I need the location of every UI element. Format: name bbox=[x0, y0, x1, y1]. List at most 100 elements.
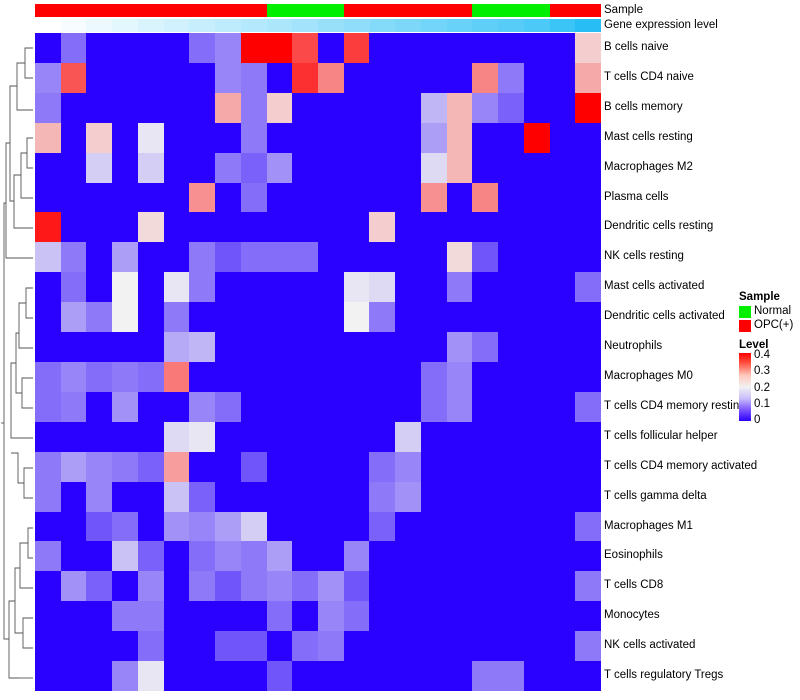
heatmap-cell bbox=[446, 242, 473, 273]
heatmap-cell bbox=[163, 481, 190, 512]
heatmap-cell bbox=[523, 33, 550, 63]
heatmap-cell bbox=[215, 302, 241, 333]
heatmap-cell bbox=[446, 571, 473, 602]
heatmap-cell bbox=[60, 661, 87, 691]
heatmap-cell bbox=[215, 212, 241, 243]
heatmap-cell bbox=[292, 361, 318, 392]
heatmap-cell bbox=[395, 451, 421, 482]
heatmap-cell bbox=[343, 571, 370, 602]
heatmap-cell bbox=[472, 332, 499, 362]
heatmap-cell bbox=[189, 92, 216, 123]
legend: Sample Normal OPC(+) Level 0.4 0.3 0.2 0… bbox=[739, 291, 799, 426]
heatmap-cell bbox=[60, 541, 87, 572]
heatmap-cell bbox=[60, 601, 87, 632]
heatmap-cell bbox=[112, 631, 138, 662]
heatmap-cell bbox=[523, 272, 550, 303]
heatmap-cell bbox=[369, 481, 396, 512]
annotation-sample-cell bbox=[549, 4, 576, 17]
heatmap-cell bbox=[189, 272, 216, 303]
heatmap-cell bbox=[498, 272, 524, 303]
legend-tick-2: 0.2 bbox=[754, 382, 770, 394]
annotation-label-gene-expression: Gene expression level bbox=[604, 19, 718, 31]
heatmap-cell bbox=[575, 451, 601, 482]
heatmap-cell bbox=[343, 33, 370, 63]
heatmap-cell bbox=[343, 451, 370, 482]
heatmap-cell bbox=[369, 332, 396, 362]
annotation-gene-cell bbox=[498, 19, 524, 32]
heatmap-cell bbox=[369, 661, 396, 691]
heatmap-cell bbox=[240, 182, 267, 213]
heatmap-cell bbox=[292, 92, 318, 123]
heatmap-cell bbox=[240, 421, 267, 452]
heatmap-cell bbox=[343, 62, 370, 93]
heatmap-cell bbox=[446, 272, 473, 303]
heatmap-cell bbox=[86, 541, 113, 572]
heatmap-cell bbox=[549, 272, 576, 303]
heatmap-cell bbox=[137, 391, 164, 422]
heatmap-cell bbox=[395, 242, 421, 273]
heatmap-cell bbox=[86, 421, 113, 452]
heatmap-cell bbox=[240, 33, 267, 63]
heatmap-cell bbox=[498, 601, 524, 632]
heatmap-cell bbox=[523, 511, 550, 542]
heatmap-cell bbox=[498, 541, 524, 572]
heatmap-cell bbox=[112, 62, 138, 93]
row-label: T cells CD4 memory resting bbox=[604, 399, 746, 412]
row-label: B cells naive bbox=[604, 40, 669, 53]
heatmap-cell bbox=[86, 332, 113, 362]
heatmap-cell bbox=[86, 601, 113, 632]
annotation-sample-cell bbox=[163, 4, 190, 17]
heatmap-cell bbox=[35, 601, 61, 632]
heatmap-cell bbox=[575, 122, 601, 153]
heatmap-cell bbox=[60, 391, 87, 422]
heatmap-cell bbox=[163, 92, 190, 123]
heatmap-cell bbox=[292, 511, 318, 542]
heatmap-cell bbox=[163, 451, 190, 482]
heatmap-cell bbox=[472, 451, 499, 482]
heatmap-cell bbox=[498, 571, 524, 602]
heatmap-cell bbox=[446, 302, 473, 333]
heatmap-cell bbox=[498, 152, 524, 183]
heatmap-cell bbox=[266, 661, 293, 691]
heatmap-cell bbox=[215, 541, 241, 572]
heatmap-cell bbox=[498, 661, 524, 691]
heatmap-cell bbox=[266, 212, 293, 243]
heatmap-cell bbox=[189, 421, 216, 452]
heatmap-cell bbox=[35, 481, 61, 512]
legend-title-level: Level bbox=[739, 339, 769, 351]
row-label: Mast cells resting bbox=[604, 130, 693, 143]
heatmap-cell bbox=[395, 421, 421, 452]
heatmap-cell bbox=[575, 631, 601, 662]
heatmap-cell bbox=[549, 242, 576, 273]
heatmap-cell bbox=[137, 451, 164, 482]
heatmap-cell bbox=[86, 92, 113, 123]
heatmap-cell bbox=[343, 122, 370, 153]
heatmap-cell bbox=[266, 481, 293, 512]
heatmap-cell bbox=[446, 661, 473, 691]
heatmap-cell bbox=[343, 361, 370, 392]
heatmap-cell bbox=[317, 92, 344, 123]
heatmap-cell bbox=[472, 511, 499, 542]
heatmap-cell bbox=[575, 361, 601, 392]
heatmap-cell bbox=[112, 421, 138, 452]
heatmap-cell bbox=[240, 481, 267, 512]
legend-tick-3: 0.1 bbox=[754, 398, 770, 410]
heatmap-cell bbox=[112, 272, 138, 303]
heatmap-cell bbox=[215, 631, 241, 662]
heatmap-cell bbox=[446, 332, 473, 362]
heatmap-cell bbox=[189, 361, 216, 392]
heatmap-cell bbox=[472, 272, 499, 303]
heatmap-cell bbox=[498, 212, 524, 243]
row-label: Dendritic cells activated bbox=[604, 310, 725, 323]
heatmap-cell bbox=[343, 541, 370, 572]
heatmap-cell bbox=[549, 302, 576, 333]
heatmap-cell bbox=[215, 361, 241, 392]
heatmap-cell bbox=[35, 631, 61, 662]
heatmap-cell bbox=[60, 152, 87, 183]
legend-tick-1: 0.3 bbox=[754, 365, 770, 377]
heatmap-cell bbox=[549, 451, 576, 482]
heatmap-cell bbox=[86, 212, 113, 243]
heatmap-cell bbox=[112, 571, 138, 602]
heatmap-cell bbox=[472, 182, 499, 213]
